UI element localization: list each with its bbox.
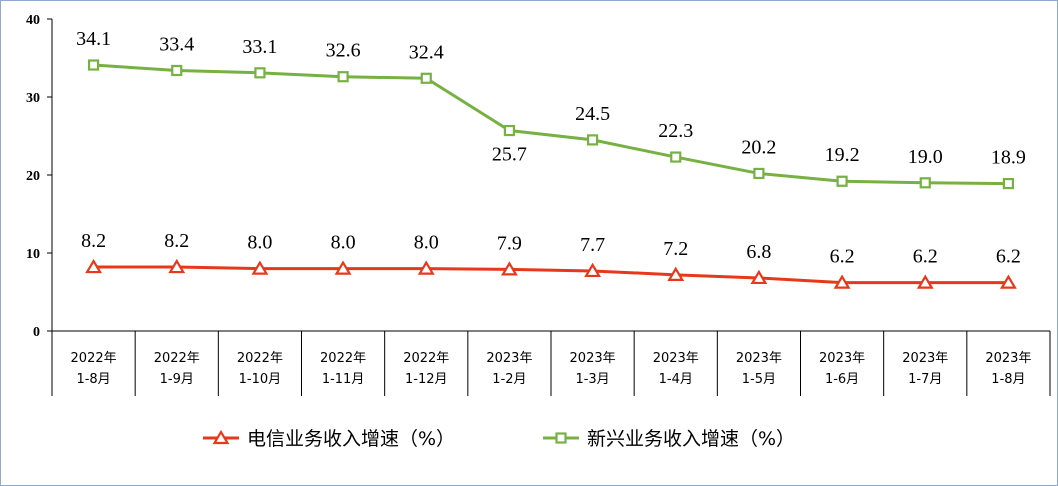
legend-label-emerging: 新兴业务收入增速（%） xyxy=(587,428,795,450)
x-tick-label-period: 1-6月 xyxy=(825,372,859,387)
data-label: 6.8 xyxy=(746,241,771,263)
x-tick-label-year: 2023年 xyxy=(902,351,948,366)
x-tick-label-period: 1-10月 xyxy=(239,372,282,387)
square-marker xyxy=(420,72,432,84)
y-tick-label: 0 xyxy=(33,325,40,340)
data-label: 33.1 xyxy=(242,36,277,58)
y-tick-label: 40 xyxy=(26,13,40,28)
square-marker xyxy=(836,175,848,187)
y-tick-label: 20 xyxy=(26,169,40,184)
chart-legend: 电信业务收入增速（%） 新兴业务收入增速（%） xyxy=(203,428,795,450)
triangle-marker xyxy=(667,266,685,281)
triangle-marker xyxy=(85,258,103,274)
data-label: 25.7 xyxy=(492,144,527,166)
square-marker xyxy=(1002,177,1015,190)
triangle-marker xyxy=(417,260,435,275)
triangle-marker xyxy=(999,274,1017,289)
triangle-marker xyxy=(500,261,518,276)
x-tick-label-period: 1-2月 xyxy=(492,372,526,387)
square-marker xyxy=(586,134,599,146)
x-tick-label-period: 1-9月 xyxy=(160,372,194,387)
x-tick-label-year: 2022年 xyxy=(403,351,449,366)
data-label: 6.2 xyxy=(913,246,938,268)
x-tick-label-year: 2023年 xyxy=(486,351,532,366)
square-marker xyxy=(503,124,516,137)
triangle-marker xyxy=(833,274,851,289)
data-label: 8.2 xyxy=(81,230,106,252)
emerging-revenue-growth-line xyxy=(93,63,1009,186)
data-label: 7.9 xyxy=(497,232,522,254)
data-label: 6.2 xyxy=(996,246,1021,268)
x-tick-label-year: 2022年 xyxy=(320,351,366,366)
data-label: 22.3 xyxy=(658,120,693,142)
data-label: 8.0 xyxy=(247,232,272,254)
square-marker xyxy=(753,167,765,180)
x-tick-label-period: 1-8月 xyxy=(991,372,1025,387)
x-tick-label-year: 2022年 xyxy=(71,351,117,366)
triangle-marker xyxy=(168,258,186,274)
data-labels-layer: 8.2 8.2 8.0 8.0 8.0 7.9 7.7 7.2 6.8 6.2 6.2 6.2 34.1… xyxy=(76,28,1026,268)
data-label: 32.4 xyxy=(409,41,444,63)
square-marker xyxy=(670,151,682,163)
square-marker xyxy=(555,432,567,444)
series-layer xyxy=(85,59,1017,289)
x-tick-label-period: 1-12月 xyxy=(405,372,448,387)
data-label: 19.0 xyxy=(908,146,943,168)
x-tick-label-year: 2023年 xyxy=(653,351,699,366)
triangle-marker xyxy=(334,260,352,275)
data-label: 19.2 xyxy=(825,144,860,166)
data-label: 34.1 xyxy=(76,28,111,50)
data-label: 18.9 xyxy=(991,147,1026,169)
x-tick-label-period: 1-11月 xyxy=(322,372,365,387)
square-marker xyxy=(919,177,931,189)
y-tick-label: 30 xyxy=(26,91,40,106)
chart-axes: 0 10 20 30 40 2022年 1-8月 2022年 1-9月 2022年 1-10月 202… xyxy=(26,13,1051,396)
x-tick-label-period: 1-8月 xyxy=(76,372,110,387)
triangle-marker xyxy=(584,262,602,278)
data-label: 8.2 xyxy=(164,230,189,252)
triangle-marker xyxy=(212,429,230,445)
x-tick-label-period: 1-3月 xyxy=(575,372,609,387)
data-label: 6.2 xyxy=(830,246,855,268)
x-tick-label-year: 2023年 xyxy=(736,351,782,366)
data-label: 8.0 xyxy=(331,232,356,254)
y-tick-label: 10 xyxy=(26,247,40,262)
square-marker xyxy=(171,64,183,77)
x-tick-label-year: 2022年 xyxy=(237,351,283,366)
telecom-revenue-growth-line xyxy=(93,265,1009,285)
data-label: 33.4 xyxy=(159,33,194,55)
legend-label-telecom: 电信业务收入增速（%） xyxy=(247,428,455,450)
triangle-marker xyxy=(251,260,269,275)
data-label: 24.5 xyxy=(575,103,610,125)
x-tick-label-period: 1-7月 xyxy=(908,372,942,387)
triangle-marker xyxy=(750,269,768,285)
data-label: 8.0 xyxy=(414,232,439,254)
x-tick-label-year: 2023年 xyxy=(819,351,865,366)
x-tick-label-year: 2023年 xyxy=(570,351,616,366)
x-tick-label-period: 1-4月 xyxy=(659,372,693,387)
square-marker xyxy=(87,59,100,71)
data-label: 20.2 xyxy=(741,136,776,158)
data-label: 7.2 xyxy=(663,238,688,260)
data-label: 32.6 xyxy=(326,40,361,62)
x-tick-label-year: 2022年 xyxy=(154,351,200,366)
x-tick-label-period: 1-5月 xyxy=(742,372,776,387)
square-marker xyxy=(337,71,349,83)
data-label: 7.7 xyxy=(580,234,605,256)
square-marker xyxy=(254,67,266,79)
x-tick-label-year: 2023年 xyxy=(985,351,1031,366)
triangle-marker xyxy=(916,274,934,289)
